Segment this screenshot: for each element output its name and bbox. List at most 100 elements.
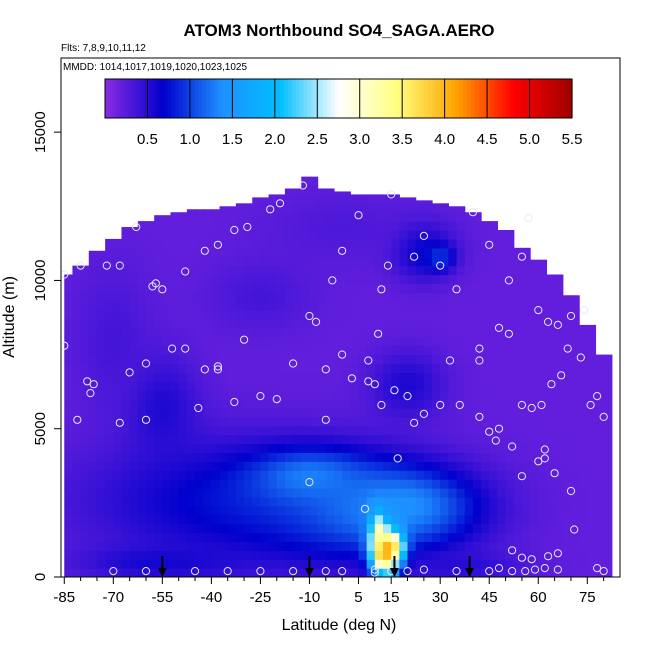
heatmap-cell <box>80 274 90 284</box>
heatmap-cell <box>195 238 204 249</box>
heatmap-cell <box>301 514 311 525</box>
heatmap-cell <box>562 336 572 347</box>
heatmap-cell <box>260 550 270 560</box>
heatmap-cell <box>333 470 343 480</box>
heatmap-cell <box>554 274 564 284</box>
heatmap-cell <box>121 381 131 391</box>
heatmap-cell <box>211 301 221 311</box>
heatmap-cell <box>105 292 114 302</box>
heatmap-cell <box>211 283 221 293</box>
heatmap-cell <box>366 488 376 498</box>
flight-point <box>553 565 563 574</box>
heatmap-cell <box>538 479 548 489</box>
heatmap-cell <box>415 505 425 516</box>
x-tick-label: -55 <box>151 589 173 606</box>
heatmap-cell <box>88 292 98 302</box>
heatmap-cell <box>195 505 204 516</box>
heatmap-cell <box>88 505 98 516</box>
heatmap-cell <box>489 318 499 329</box>
heatmap-cell <box>521 514 531 525</box>
heatmap-cell <box>276 416 286 427</box>
heatmap-cell <box>440 559 449 569</box>
heatmap-cell <box>301 559 311 569</box>
heatmap-cell <box>472 523 482 534</box>
heatmap-cell <box>268 532 278 543</box>
heatmap-cell <box>244 407 253 418</box>
heatmap-cell <box>203 416 212 427</box>
heatmap-cell <box>383 381 392 391</box>
heatmap-cell <box>481 443 490 454</box>
heatmap-cell <box>268 238 278 249</box>
heatmap-cell <box>456 505 466 516</box>
heatmap-cell <box>391 247 400 258</box>
heatmap-cell <box>456 425 466 436</box>
heatmap-cell <box>432 390 441 400</box>
heatmap-cell <box>456 407 466 418</box>
heatmap-cell <box>530 301 539 311</box>
heatmap-cell <box>350 212 360 222</box>
heatmap-cell <box>301 407 311 418</box>
heatmap-cell <box>154 443 163 454</box>
heatmap-cell <box>162 425 172 436</box>
heatmap-cell <box>407 559 417 569</box>
heatmap-cell <box>203 550 212 560</box>
heatmap-cell <box>317 381 327 391</box>
heatmap-cell <box>309 541 319 551</box>
heatmap-cell <box>105 336 114 347</box>
flight-point <box>168 344 177 353</box>
heatmap-cell <box>227 434 237 445</box>
heatmap-cell <box>513 488 523 498</box>
heatmap-cell <box>137 425 147 436</box>
heatmap-cell <box>293 336 302 347</box>
heatmap-cell <box>358 568 368 577</box>
heatmap-cell <box>333 238 343 249</box>
heatmap-cell <box>64 407 74 418</box>
heatmap-cell <box>195 301 204 311</box>
heatmap-cell <box>366 434 376 445</box>
heatmap-cell <box>276 452 286 462</box>
heatmap-cell <box>481 470 490 480</box>
heatmap-cell <box>154 301 163 311</box>
heatmap-cell <box>162 532 172 543</box>
heatmap-cell <box>170 532 180 543</box>
heatmap-cell <box>105 301 114 311</box>
heatmap-cell <box>554 283 564 293</box>
heatmap-cell <box>211 488 221 498</box>
heatmap-cell <box>252 470 262 480</box>
x-tick-label: 15 <box>383 589 400 606</box>
heatmap-cell <box>489 310 499 320</box>
heatmap-cell <box>350 256 360 267</box>
heatmap-cell <box>301 336 311 347</box>
heatmap-cell <box>317 310 327 320</box>
heatmap-cell <box>129 390 139 400</box>
heatmap-cell <box>227 363 237 373</box>
heatmap-cell <box>301 425 311 436</box>
heatmap-cell <box>260 532 270 543</box>
heatmap-cell <box>145 336 155 347</box>
heatmap-cell <box>72 310 82 320</box>
heatmap-cell <box>350 416 360 427</box>
heatmap-cell <box>423 256 433 267</box>
heatmap-cell <box>521 292 531 302</box>
heatmap-cell <box>342 238 351 249</box>
heatmap-cell <box>472 514 482 525</box>
heatmap-cell <box>317 496 327 507</box>
heatmap-cell <box>415 496 425 507</box>
heatmap-cell <box>579 461 588 471</box>
heatmap-cell <box>309 345 319 356</box>
heatmap-cell <box>268 336 278 347</box>
heatmap-cell <box>72 416 82 427</box>
heatmap-cell <box>219 230 229 240</box>
heatmap-cell <box>121 416 131 427</box>
heatmap-cell <box>268 514 278 525</box>
heatmap-cell <box>399 559 409 569</box>
heatmap-cell <box>162 514 172 525</box>
heatmap-cell <box>497 230 507 240</box>
heatmap-cell <box>342 532 351 543</box>
heatmap-cell <box>546 354 556 365</box>
heatmap-cell <box>530 550 539 560</box>
heatmap-cell <box>219 514 229 525</box>
heatmap-cell <box>268 479 278 489</box>
heatmap-cell <box>358 470 368 480</box>
heatmap-cell <box>546 336 556 347</box>
